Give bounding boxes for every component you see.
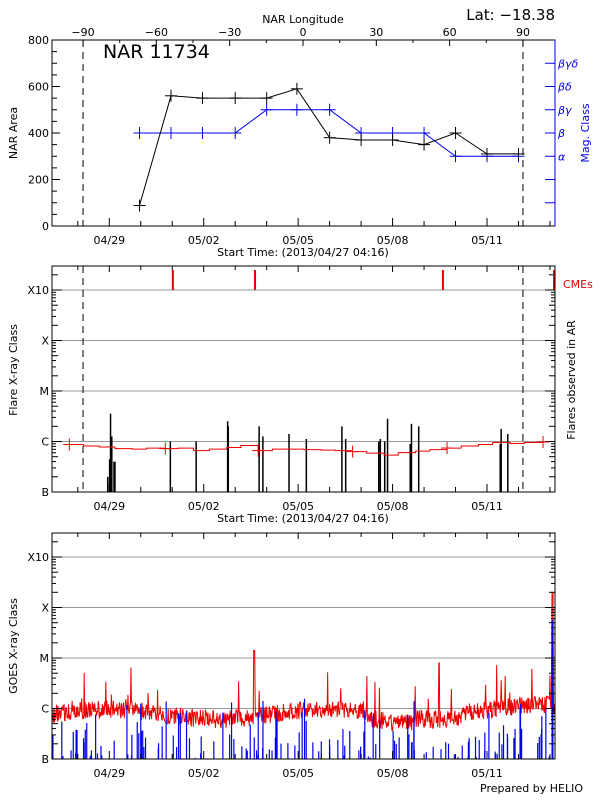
plot-frame xyxy=(52,266,555,492)
goes-axis-label: GOES X-ray Class xyxy=(7,598,20,694)
series-line-mag-class xyxy=(140,110,519,157)
time-tick-label: 04/29 xyxy=(93,500,125,513)
time-tick-label: 05/02 xyxy=(188,234,220,247)
class-tick-label: X10 xyxy=(27,284,49,297)
cme-markers xyxy=(173,270,554,290)
class-tick-label: X xyxy=(41,602,49,615)
area-tick-label: 200 xyxy=(28,174,49,187)
goes-series xyxy=(52,592,555,759)
area-series xyxy=(134,83,525,212)
class-tick-label: X xyxy=(41,335,49,348)
panel-nar-area: −90 −60 −30 0 30 60 90 NAR Longitude Lat: −18.… xyxy=(7,6,592,259)
class-tick-label: X10 xyxy=(27,551,49,564)
limb-lines xyxy=(83,266,523,492)
time-tick-label: 05/08 xyxy=(377,767,409,780)
helio-figure: −90 −60 −30 0 30 60 90 NAR Longitude Lat: −18.… xyxy=(0,0,600,800)
panel-goes: B C M X X10 04/29 05/02 05/05 05/08 05/11 GOES X… xyxy=(7,533,583,795)
area-tick-label: 600 xyxy=(28,81,49,94)
time-tick-label: 04/29 xyxy=(93,234,125,247)
mag-tick-label: α xyxy=(558,150,566,163)
longitude-tick-label: 60 xyxy=(443,26,457,39)
footer-credit: Prepared by HELIO xyxy=(480,782,583,795)
mag-class-axis-label: Mag. Class xyxy=(579,103,592,162)
longitude-tick-label: 0 xyxy=(300,26,307,39)
flare-bars xyxy=(108,414,508,492)
longitude-axis-label: NAR Longitude xyxy=(262,13,344,26)
class-tick-label: C xyxy=(41,436,49,449)
area-tick-label: 0 xyxy=(42,220,49,233)
longitude-tick-label: −30 xyxy=(218,26,241,39)
time-tick-label: 05/05 xyxy=(282,767,314,780)
mag-tick-label: β xyxy=(557,127,565,140)
flare-time-axis: 04/2905/0205/0505/0805/11 xyxy=(78,266,550,513)
time-tick-label: 05/11 xyxy=(471,234,503,247)
time-axis: 04/2905/0205/0505/0805/11 xyxy=(78,218,550,247)
time-tick-label: 05/11 xyxy=(471,767,503,780)
plot-frame xyxy=(52,40,555,226)
area-tick-label: 800 xyxy=(28,34,49,47)
time-tick-label: 04/29 xyxy=(93,767,125,780)
area-axis-label: NAR Area xyxy=(7,107,20,159)
area-tick-label: 400 xyxy=(28,127,49,140)
top-xaxis-label: Start Time: (2013/04/27 04:16) xyxy=(217,246,389,259)
longitude-tick-label: −60 xyxy=(145,26,168,39)
mag-tick-label: βγ xyxy=(557,104,572,117)
time-tick-label: 05/11 xyxy=(471,500,503,513)
mag-tick-label: βδ xyxy=(557,81,572,94)
class-grid xyxy=(52,290,555,442)
flares-observed-label: Flares observed in AR xyxy=(565,320,578,440)
longitude-tick-label: −90 xyxy=(71,26,94,39)
mag-class-axis: αβ βγ βδ βγδ xyxy=(545,40,579,226)
class-tick-label: C xyxy=(41,703,49,716)
mag-tick-label: βγδ xyxy=(557,57,579,70)
class-tick-label: B xyxy=(41,753,49,766)
class-tick-label: B xyxy=(41,486,49,499)
class-tick-label: M xyxy=(40,385,50,398)
cme-label: CMEs xyxy=(563,278,593,291)
longitude-tick-label: 30 xyxy=(369,26,383,39)
flare-class-axis-label: Flare X-ray Class xyxy=(7,324,20,416)
panel-flares: BCMXX10 04/2905/0205/0505/0805/11 CMEs F… xyxy=(7,266,593,525)
time-tick-label: 05/02 xyxy=(188,767,220,780)
latitude-label: Lat: −18.38 xyxy=(466,6,555,24)
flare-class-axis: B C M X X10 xyxy=(27,275,555,499)
region-title: NAR 11734 xyxy=(103,41,210,63)
longitude-tick-label: 90 xyxy=(516,26,530,39)
class-tick-label: M xyxy=(40,652,50,665)
mid-xaxis-label: Start Time: (2013/04/27 04:16) xyxy=(217,512,389,525)
time-tick-label: 05/02 xyxy=(188,500,220,513)
class-grid xyxy=(52,557,555,709)
series-line-nar-area xyxy=(140,89,519,206)
area-axis: 0 200 400 600 800 xyxy=(28,34,60,233)
goes-class-axis: B C M X X10 xyxy=(27,542,555,766)
